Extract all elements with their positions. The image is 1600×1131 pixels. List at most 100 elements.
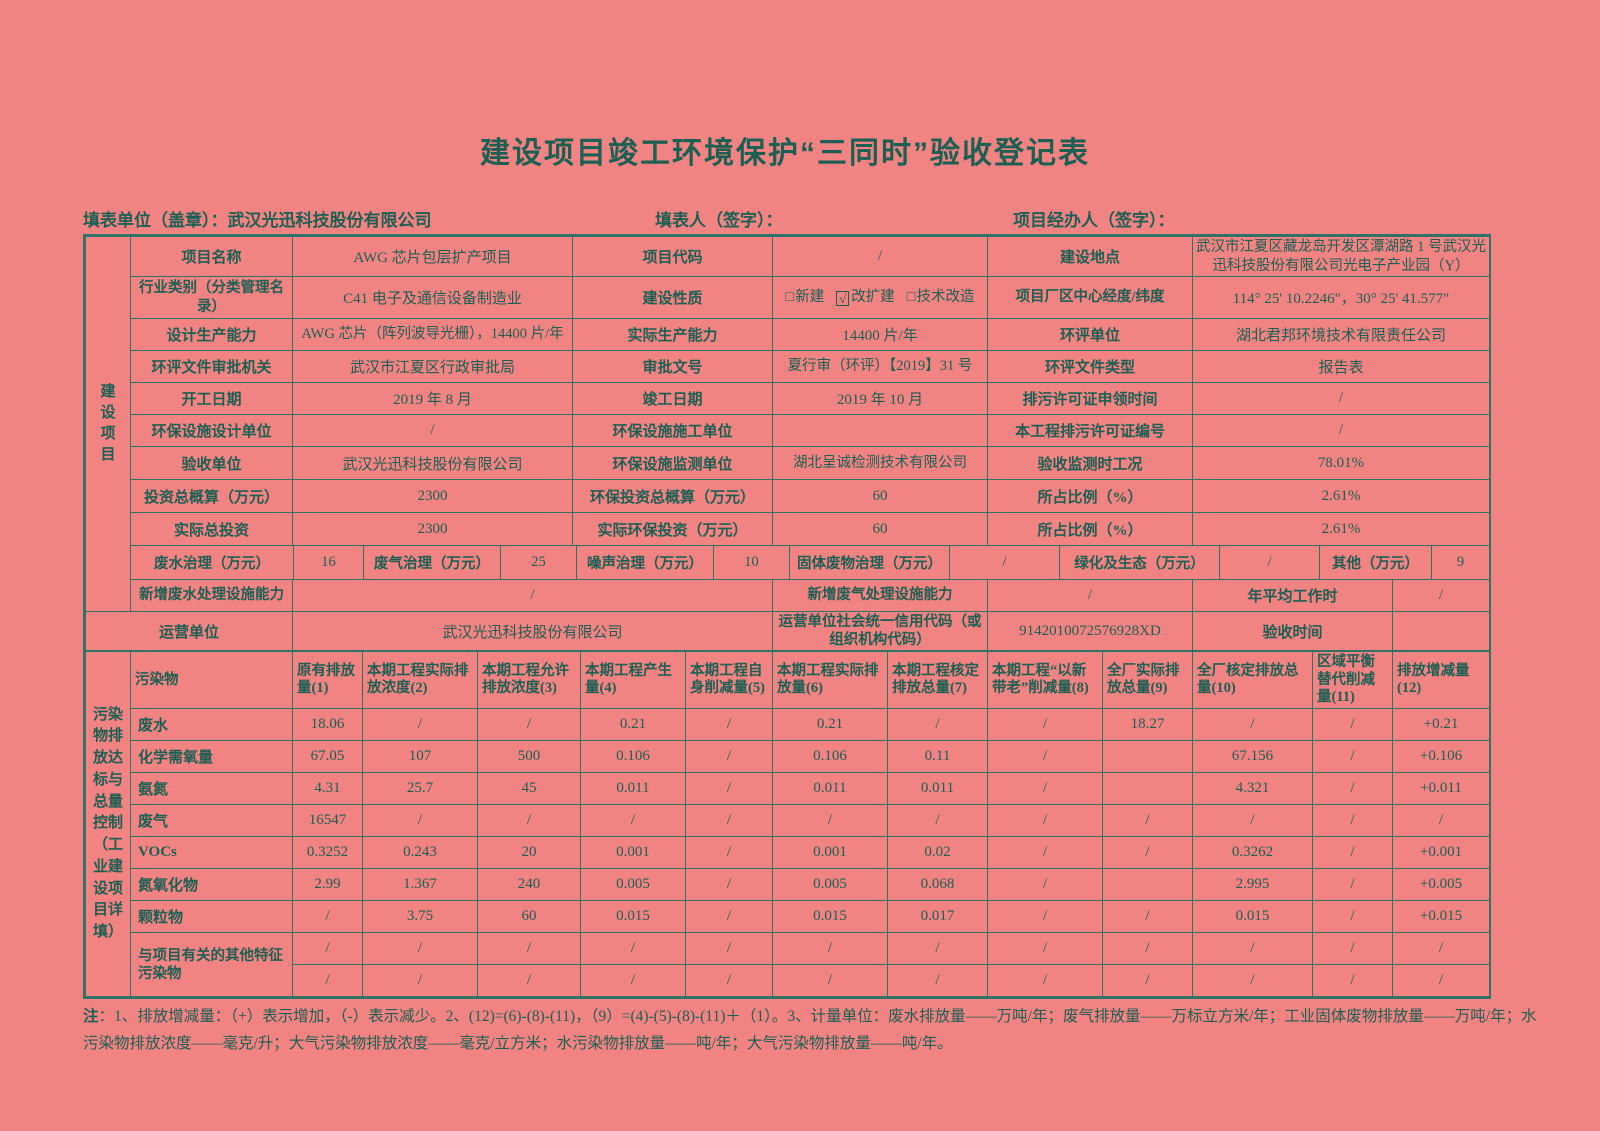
field-value: 9142010072576928XD [987,610,1193,652]
field-label: 环评单位 [987,318,1193,351]
field-value: 武汉市江夏区藏龙岛开发区潭湖路 1 号武汉光迅科技股份有限公司光电子产业园（Y） [1192,236,1490,277]
cell: / [362,932,478,966]
field-value [772,414,988,447]
pollutant-name: 氮氧化物 [130,868,293,902]
field-label: 年平均工作时 [1192,579,1393,612]
field-label: 环评文件审批机关 [130,350,293,383]
pollutant-row: 氮氧化物 2.99 1.367 240 0.005/0.005 0.068/2.995/… [86,868,1490,902]
field-label: 排污许可证申领时间 [987,382,1193,415]
nature-option-new: 新建 [795,289,825,306]
form-header-line: 填表单位（盖章）：武汉光迅科技股份有限公司 填表人（签字）： 项目经办人（签字）… [83,206,1487,232]
field-value: 16 [293,546,363,579]
field-value: 2019 年 10 月 [772,382,988,415]
pollutant-row: 化学需氧量 67.05 107 500 0.106/0.106 0.11/67.156/… [86,740,1490,774]
field-label: 设计生产能力 [130,318,293,351]
cell: / [887,932,988,966]
field-value: 湖北君邦环境技术有限责任公司 [1192,318,1490,351]
cell: 0.106 [772,740,888,774]
cell: / [477,964,581,998]
cell: 0.21 [580,708,686,742]
cell: / [477,932,581,966]
form-unit-label: 填表单位（盖章）：武汉光迅科技股份有限公司 [83,211,432,230]
cell: +0.001 [1392,836,1490,870]
cell: / [1102,836,1193,870]
field-label: 建设性质 [572,276,773,319]
field-value: 9 [1431,546,1489,579]
cell: / [685,740,773,774]
cell: / [362,964,478,998]
table-row: 投资总概算（万元） 2300 环保投资总概算（万元） 60 所占比例（%） 2.… [86,479,1490,513]
cell [1102,772,1193,806]
column-header: 本期工程自身削减量(5) [685,651,773,710]
cell: / [1312,932,1393,966]
cell: / [887,964,988,998]
field-label: 废水治理（万元） [154,556,270,572]
field-value: / [1192,414,1490,447]
check-mark-icon: √ [839,291,847,307]
field-label: 本工程排污许可证编号 [987,414,1193,447]
field-value: 武汉光迅科技股份有限公司 [292,446,573,480]
cell: / [1102,804,1193,838]
cell: / [1312,900,1393,934]
field-label: 验收单位 [130,446,293,480]
field-value: 2.61% [1192,479,1490,513]
cell: 1.367 [362,868,478,902]
field-label: 验收监测时工况 [987,446,1193,480]
cell: / [887,804,988,838]
cell: / [987,964,1103,998]
cell: / [477,708,581,742]
field-label: 噪声治理（万元） [576,546,713,579]
field-value: 25 [500,546,576,579]
cell: 0.21 [772,708,888,742]
column-header: 全厂实际排放总量(9) [1102,651,1193,710]
cell: / [685,932,773,966]
field-value: / [292,579,773,612]
cell: 2.995 [1192,868,1313,902]
field-label: 新增废水处理设施能力 [130,579,293,612]
field-label: 固体废物治理（万元） [789,546,949,579]
cell: 25.7 [362,772,478,806]
field-label: 所占比例（%） [987,479,1193,513]
cell: 0.017 [887,900,988,934]
cell: / [292,964,363,998]
cell: 0.015 [1192,900,1313,934]
cell: 107 [362,740,478,774]
field-label: 运营单位社会统一信用代码（或组织机构代码） [772,610,988,652]
pollutant-row: / / / / / / / / / / / / [86,964,1490,998]
cell: 0.02 [887,836,988,870]
field-label: 绿化及生态（万元） [1059,546,1219,579]
registration-table: 建设项目 项目名称 AWG 芯片包层扩产项目 项目代码 / 建设地点 武汉市江夏… [83,234,1491,1000]
field-value: 武汉市江夏区行政审批局 [292,350,573,383]
field-value: 60 [772,479,988,513]
cell: / [1312,708,1393,742]
construction-nature-cell: □新建 √ 改扩建 □技术改造 [772,276,988,319]
column-header: 本期工程核定排放总量(7) [887,651,988,710]
field-value: 2.61% [1192,512,1490,546]
column-header: 本期工程允许排放浓度(3) [477,651,581,710]
pollutant-row: 与项目有关的其他特征污染物 / / / / / / / / / / / / [86,932,1490,998]
cell: 4.321 [1192,772,1313,806]
table-row: 污染物排放达标与总量控制（工业建设项目详填） 污染物 原有排放量(1) 本期工程… [85,651,1490,998]
pollutant-name: 废水 [130,708,293,742]
field-label: 环保设施监测单位 [572,446,773,480]
field-label: 环保设施设计单位 [130,414,293,447]
cell: +0.21 [1392,708,1490,742]
cell: / [580,932,686,966]
table-row: 废水治理（万元） 16 废气治理（万元） 25 噪声治理（万元） 10 固体废物… [86,545,1490,580]
cell: +0.011 [1392,772,1490,806]
cell: / [772,932,888,966]
cell: / [1312,772,1393,806]
field-value: / [1192,382,1490,415]
cell: / [1312,964,1393,998]
field-value: 60 [772,512,988,546]
field-value: / [987,579,1193,612]
cell: 0.015 [772,900,888,934]
cell: / [1192,932,1313,966]
form-filler-label: 填表人（签字）： [655,211,783,230]
cell: 60 [477,900,581,934]
nature-option-tech: 技术改造 [916,289,975,306]
column-header: 本期工程“以新带老”削减量(8) [987,651,1103,710]
cell: +0.106 [1392,740,1490,774]
cell: 0.011 [772,772,888,806]
pollutant-row: 氨氮 4.31 25.7 45 0.011/0.011 0.011/4.321/+0.0… [86,772,1490,806]
